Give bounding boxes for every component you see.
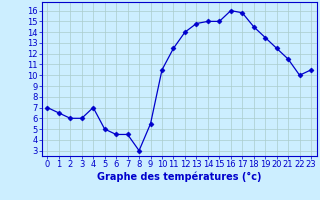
X-axis label: Graphe des températures (°c): Graphe des températures (°c) — [97, 172, 261, 182]
